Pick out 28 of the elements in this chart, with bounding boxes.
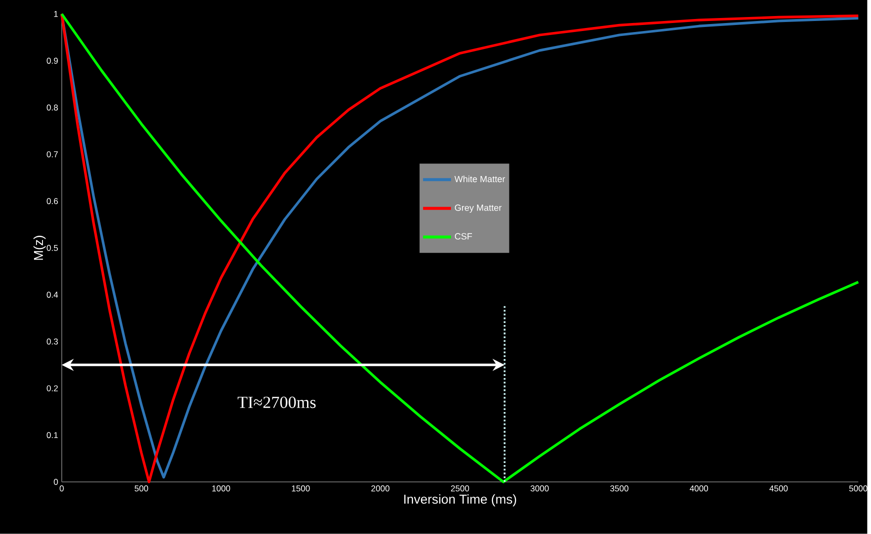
x-axis-title: Inversion Time (ms) xyxy=(404,494,516,506)
x-tick-label: 1000 xyxy=(212,486,230,492)
annotation: TI≈2700ms xyxy=(238,396,316,408)
legend-label: White Matter xyxy=(454,176,506,182)
y-tick-label: 0.7 xyxy=(46,151,58,158)
x-tick-label: 500 xyxy=(134,486,148,492)
y-tick-label: 0 xyxy=(54,479,58,486)
x-tick-label: 5000 xyxy=(849,486,868,492)
x-tick-label: 1500 xyxy=(292,486,310,492)
x-tick-label: 3500 xyxy=(610,486,628,492)
y-tick-label: 0.5 xyxy=(46,245,58,252)
y-tick-label: 0.8 xyxy=(46,104,58,111)
y-tick-label: 0.9 xyxy=(46,58,58,64)
y-tick-label: 0.6 xyxy=(46,198,58,204)
y-axis-title: M(z) xyxy=(34,236,46,260)
x-tick-label: 4000 xyxy=(690,486,708,492)
x-tick-label: 3000 xyxy=(530,486,549,492)
y-tick-label: 1 xyxy=(54,11,58,17)
y-tick-label: 0.3 xyxy=(46,338,58,345)
x-tick-label: 2500 xyxy=(451,486,470,492)
x-tick-label: 0 xyxy=(60,486,64,492)
legend-label: Grey Matter xyxy=(454,204,502,213)
x-tick-label: 4500 xyxy=(769,486,788,492)
y-tick-label: 0.4 xyxy=(46,292,58,298)
x-tick-label: 2000 xyxy=(371,486,390,492)
y-tick-label: 0.2 xyxy=(46,385,58,392)
legend-label: CSF xyxy=(454,233,472,240)
y-tick-label: 0.1 xyxy=(46,432,58,438)
